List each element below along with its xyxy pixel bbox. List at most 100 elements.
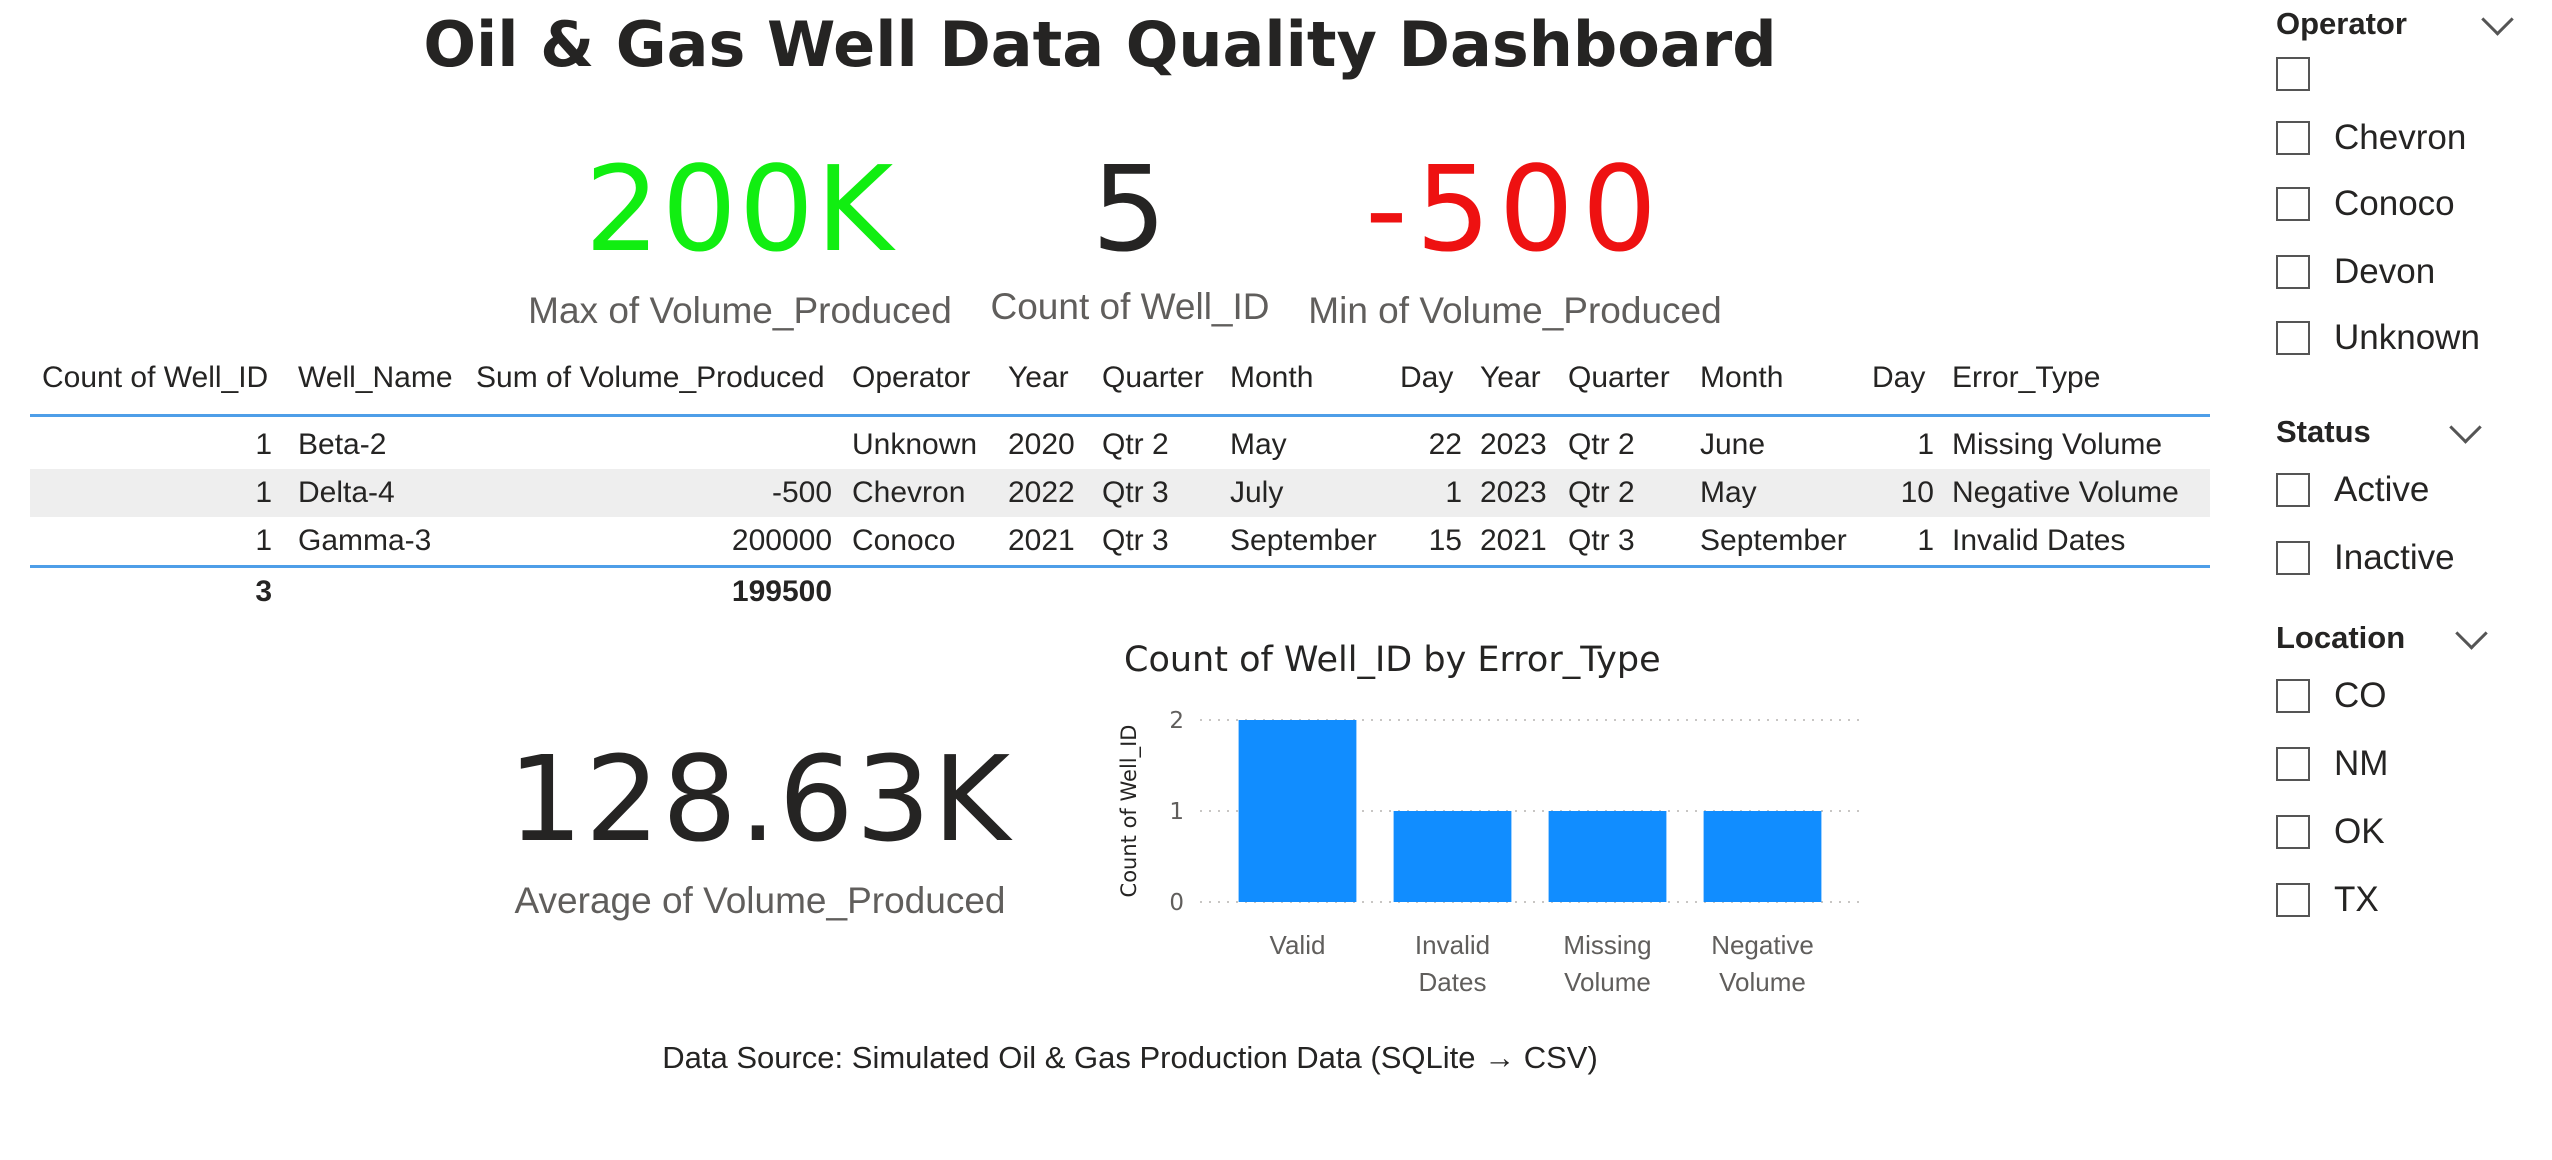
chart-title: Count of Well_ID by Error_Type <box>1124 640 1661 680</box>
cell-well-name: Beta-2 <box>298 428 387 461</box>
cell-year-2: 2023 <box>1480 428 1547 461</box>
x-tick-label: Volume <box>1564 967 1651 997</box>
slicer-item-ok[interactable]: OK <box>2276 812 2385 852</box>
cell-day: 22 <box>1428 428 1462 461</box>
cell-month: May <box>1230 428 1287 461</box>
bar-negative-volume[interactable] <box>1703 811 1822 902</box>
cell-month: September <box>1230 524 1377 557</box>
cell-month-2: June <box>1700 428 1766 461</box>
slicer-item-chevron[interactable]: Chevron <box>2276 118 2466 158</box>
kpi-min-value: -500 <box>1365 140 1665 278</box>
checkbox[interactable] <box>2276 187 2310 221</box>
checkbox[interactable] <box>2276 473 2310 507</box>
checkbox[interactable] <box>2276 121 2310 155</box>
checkbox[interactable] <box>2276 815 2310 849</box>
slicer-item-label: TX <box>2334 880 2379 919</box>
kpi-count-value: 5 <box>1091 140 1169 278</box>
slicer-item-unknown[interactable]: Unknown <box>2276 318 2480 358</box>
chevron-down-icon[interactable] <box>2449 411 2482 444</box>
checkbox[interactable] <box>2276 747 2310 781</box>
cell-month: July <box>1230 476 1284 509</box>
slicer-item-label: Unknown <box>2334 318 2480 357</box>
slicer-item-label: Conoco <box>2334 184 2455 223</box>
header-count-well-id[interactable]: Count of Well_ID <box>42 361 269 394</box>
cell-operator: Chevron <box>852 476 966 509</box>
header-operator[interactable]: Operator <box>852 361 971 394</box>
cell-error-type: Missing Volume <box>1952 428 2163 461</box>
kpi-avg-value: 128.63K <box>507 730 1013 868</box>
location-slicer-title: Location <box>2276 620 2406 655</box>
slicer-item-active[interactable]: Active <box>2276 470 2429 510</box>
cell-quarter-2: Qtr 2 <box>1568 428 1635 461</box>
well-data-table[interactable]: Count of Well_ID Well_Name Sum of Volume… <box>30 350 2210 616</box>
y-tick-label: 1 <box>1169 799 1184 825</box>
bar-missing-volume[interactable] <box>1548 811 1667 902</box>
bar-valid[interactable] <box>1238 720 1357 902</box>
kpi-count-label: Count of Well_ID <box>990 286 1270 327</box>
checkbox[interactable] <box>2276 541 2310 575</box>
checkbox[interactable] <box>2276 883 2310 917</box>
kpi-min-label: Min of Volume_Produced <box>1308 290 1722 331</box>
cell-quarter-2: Qtr 2 <box>1568 476 1635 509</box>
cell-day: 15 <box>1428 524 1462 557</box>
total-count: 3 <box>255 575 272 608</box>
error-type-bar-chart[interactable]: Count of Well_ID 0 1 2 Valid Invalid Dates Miss… <box>1110 690 1870 1010</box>
x-tick-label: Missing <box>1563 930 1651 960</box>
cell-year-2: 2021 <box>1480 524 1547 557</box>
checkbox[interactable] <box>2276 321 2310 355</box>
cell-day: 1 <box>1445 476 1462 509</box>
data-source-note: Data Source: Simulated Oil & Gas Product… <box>662 1040 1598 1075</box>
header-month[interactable]: Month <box>1230 361 1314 394</box>
total-sum-volume: 199500 <box>731 575 832 608</box>
slicer-item-tx[interactable]: TX <box>2276 880 2379 920</box>
slicer-item-inactive[interactable]: Inactive <box>2276 538 2455 578</box>
cell-count: 1 <box>255 524 272 557</box>
checkbox[interactable] <box>2276 679 2310 713</box>
header-day[interactable]: Day <box>1400 361 1454 394</box>
y-axis-label: Count of Well_ID <box>1117 725 1142 898</box>
cell-month-2: May <box>1700 476 1757 509</box>
header-year[interactable]: Year <box>1008 361 1069 394</box>
slicer-item-co[interactable]: CO <box>2276 676 2387 716</box>
slicer-item-conoco[interactable]: Conoco <box>2276 184 2455 224</box>
cell-quarter: Qtr 3 <box>1102 476 1169 509</box>
table-total-row: 3 199500 <box>30 568 2210 616</box>
header-quarter-2[interactable]: Quarter <box>1568 361 1670 394</box>
bar-invalid-dates[interactable] <box>1393 811 1512 902</box>
chevron-down-icon[interactable] <box>2481 3 2514 36</box>
table-row[interactable]: 1 Beta-2 Unknown 2020 Qtr 2 May 22 2023 … <box>30 421 2210 469</box>
slicer-item-devon[interactable]: Devon <box>2276 252 2435 292</box>
header-quarter[interactable]: Quarter <box>1102 361 1204 394</box>
cell-quarter-2: Qtr 3 <box>1568 524 1635 557</box>
kpi-avg-label: Average of Volume_Produced <box>514 880 1006 921</box>
x-tick-label: Volume <box>1719 967 1806 997</box>
slicer-item-nm[interactable]: NM <box>2276 744 2388 784</box>
x-tick-label: Negative <box>1711 930 1814 960</box>
checkbox[interactable] <box>2276 57 2310 91</box>
table-row[interactable]: 1 Delta-4 -500 Chevron 2022 Qtr 3 July 1… <box>30 469 2210 517</box>
slicer-item-label: Active <box>2334 470 2430 509</box>
x-tick-label: Invalid <box>1415 930 1490 960</box>
cell-count: 1 <box>255 476 272 509</box>
cell-operator: Unknown <box>852 428 978 461</box>
header-error-type[interactable]: Error_Type <box>1952 361 2101 394</box>
cell-error-type: Invalid Dates <box>1952 524 2126 557</box>
header-well-name[interactable]: Well_Name <box>298 361 453 394</box>
slicer-item-operator-blank[interactable] <box>2276 54 2334 94</box>
slicer-item-label: OK <box>2334 812 2385 851</box>
chevron-down-icon[interactable] <box>2455 617 2488 650</box>
header-day-2[interactable]: Day <box>1872 361 1926 394</box>
checkbox[interactable] <box>2276 255 2310 289</box>
kpi-max-label: Max of Volume_Produced <box>528 290 952 331</box>
cell-quarter: Qtr 2 <box>1102 428 1169 461</box>
header-sum-volume[interactable]: Sum of Volume_Produced <box>476 361 825 394</box>
kpi-max-value: 200K <box>584 140 896 278</box>
header-month-2[interactable]: Month <box>1700 361 1784 394</box>
cell-day-2: 1 <box>1917 428 1934 461</box>
table-header-row: Count of Well_ID Well_Name Sum of Volume… <box>30 350 2210 417</box>
header-year-2[interactable]: Year <box>1480 361 1541 394</box>
y-tick-label: 2 <box>1169 708 1184 734</box>
cell-quarter: Qtr 3 <box>1102 524 1169 557</box>
table-row[interactable]: 1 Gamma-3 200000 Conoco 2021 Qtr 3 Septe… <box>30 517 2210 565</box>
cell-count: 1 <box>255 428 272 461</box>
